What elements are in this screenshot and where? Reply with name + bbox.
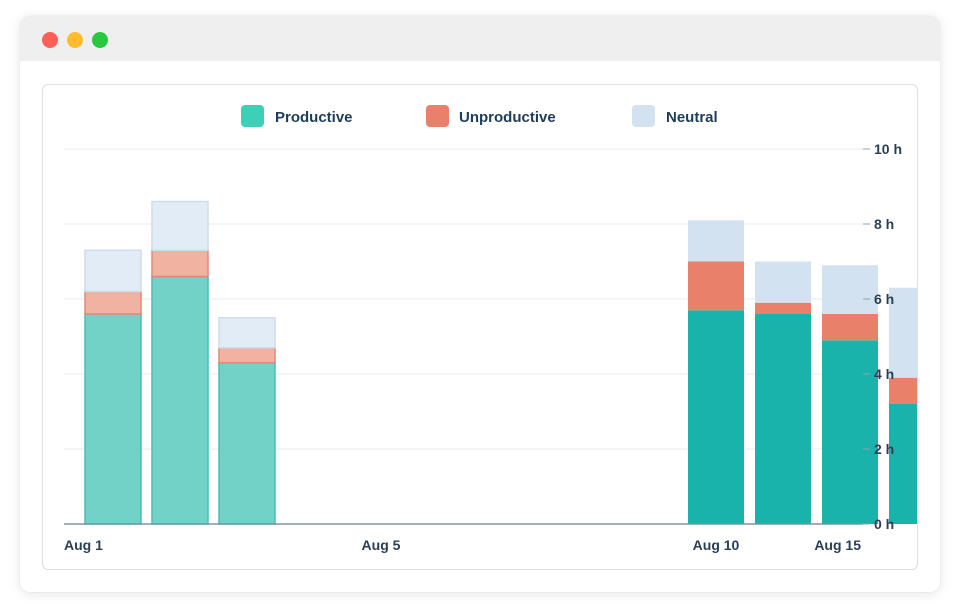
bar-productive-aug-1[interactable] <box>84 313 142 525</box>
x-tick-label: Aug 5 <box>362 537 401 553</box>
bar-productive-aug-3[interactable] <box>218 362 276 525</box>
bar-unproductive-aug-11[interactable] <box>755 302 811 314</box>
chart-legend: Productive Unproductive Neutral <box>241 105 718 127</box>
bar-unproductive-aug-3[interactable] <box>218 347 276 364</box>
bar-unproductive-aug-2[interactable] <box>151 249 209 278</box>
bar-neutral-aug-11[interactable] <box>755 261 811 303</box>
bar-neutral-aug-13[interactable] <box>889 287 917 378</box>
bar-productive-aug-12[interactable] <box>822 340 878 524</box>
x-axis-ticks: Aug 1 Aug 5 Aug 10 Aug 15 <box>64 537 861 553</box>
bar-neutral-aug-1[interactable] <box>84 249 142 293</box>
bar-productive-aug-10[interactable] <box>688 310 744 524</box>
stacked-bar-chart: Productive Unproductive Neutral 0 h 2 h 4 … <box>64 105 917 553</box>
bar-productive-aug-2[interactable] <box>151 275 209 525</box>
title-bar <box>20 16 940 61</box>
minimize-window-button[interactable] <box>67 32 83 48</box>
legend-swatch-unproductive <box>426 105 449 127</box>
y-tick-label: 10 h <box>874 141 902 157</box>
bar-unproductive-aug-12[interactable] <box>822 314 878 341</box>
bar-productive-aug-13[interactable] <box>889 404 917 524</box>
bar-neutral-aug-2[interactable] <box>151 200 209 251</box>
y-tick-label: 0 h <box>874 516 894 532</box>
bar-neutral-aug-3[interactable] <box>218 317 276 349</box>
bar-neutral-aug-10[interactable] <box>688 220 744 262</box>
legend-label-unproductive: Unproductive <box>459 109 556 126</box>
bar-neutral-aug-12[interactable] <box>822 265 878 314</box>
close-window-button[interactable] <box>42 32 58 48</box>
y-axis-ticks: 0 h 2 h 4 h 6 h 8 h 10 h <box>863 141 902 532</box>
bar-series <box>84 200 917 525</box>
maximize-window-button[interactable] <box>92 32 108 48</box>
x-tick-label: Aug 1 <box>64 537 103 553</box>
bar-unproductive-aug-13[interactable] <box>889 377 917 404</box>
bar-unproductive-aug-1[interactable] <box>84 290 142 315</box>
y-tick-label: 6 h <box>874 291 894 307</box>
bar-productive-aug-11[interactable] <box>755 314 811 524</box>
bar-unproductive-aug-10[interactable] <box>688 261 744 311</box>
legend-swatch-neutral <box>632 105 655 127</box>
chart-panel: Productive Unproductive Neutral 0 h 2 h 4 … <box>42 84 918 570</box>
x-tick-label: Aug 15 <box>814 537 861 553</box>
legend-swatch-productive <box>241 105 264 127</box>
x-tick-label: Aug 10 <box>693 537 740 553</box>
y-tick-label: 2 h <box>874 441 894 457</box>
y-tick-label: 4 h <box>874 366 894 382</box>
legend-label-neutral: Neutral <box>666 109 718 126</box>
y-tick-label: 8 h <box>874 216 894 232</box>
app-window: Productive Unproductive Neutral 0 h 2 h 4 … <box>20 16 940 592</box>
legend-label-productive: Productive <box>275 109 353 126</box>
